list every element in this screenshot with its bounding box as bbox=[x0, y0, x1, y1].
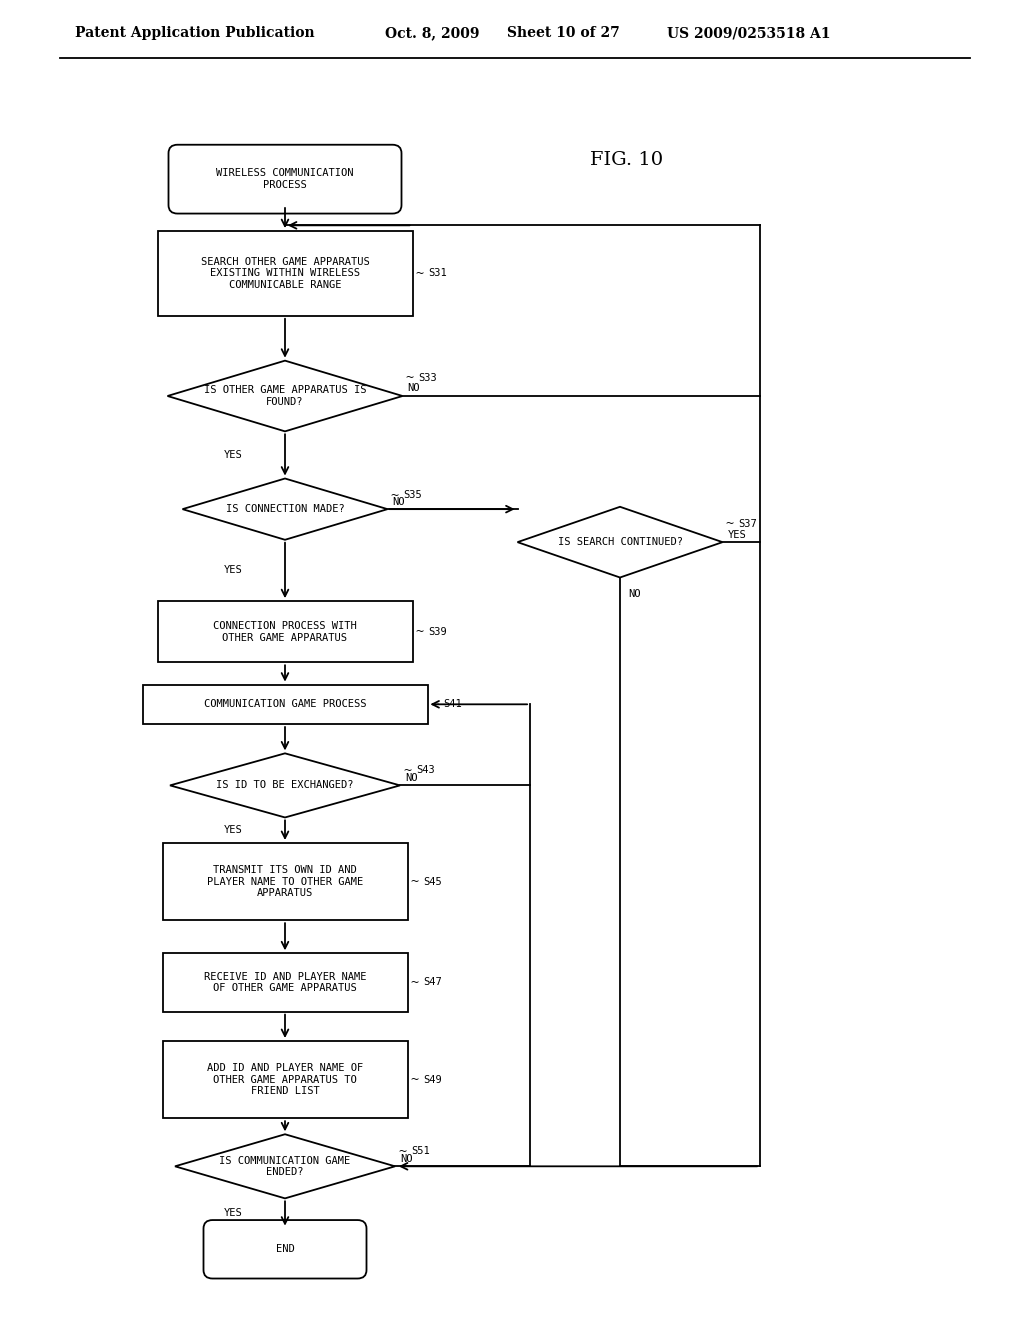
Text: YES: YES bbox=[224, 450, 243, 459]
Text: IS SEARCH CONTINUED?: IS SEARCH CONTINUED? bbox=[557, 537, 683, 548]
Text: Patent Application Publication: Patent Application Publication bbox=[75, 26, 314, 40]
Text: Oct. 8, 2009: Oct. 8, 2009 bbox=[385, 26, 479, 40]
Polygon shape bbox=[517, 507, 723, 578]
Bar bbox=[158, 601, 413, 663]
Text: S43: S43 bbox=[416, 766, 435, 775]
Bar bbox=[163, 843, 408, 920]
Text: IS COMMUNICATION GAME
ENDED?: IS COMMUNICATION GAME ENDED? bbox=[219, 1155, 350, 1177]
Text: Sheet 10 of 27: Sheet 10 of 27 bbox=[507, 26, 620, 40]
Text: ~: ~ bbox=[398, 1144, 406, 1158]
Bar bbox=[142, 685, 427, 725]
Text: YES: YES bbox=[727, 529, 746, 540]
Text: ~: ~ bbox=[725, 517, 733, 531]
Text: ~: ~ bbox=[403, 764, 411, 776]
FancyBboxPatch shape bbox=[169, 145, 401, 214]
Text: ~: ~ bbox=[406, 371, 414, 384]
Text: S49: S49 bbox=[424, 1074, 442, 1085]
Text: S31: S31 bbox=[428, 268, 447, 279]
Text: NO: NO bbox=[628, 590, 640, 599]
Text: IS ID TO BE EXCHANGED?: IS ID TO BE EXCHANGED? bbox=[216, 780, 353, 791]
Text: YES: YES bbox=[224, 825, 243, 836]
Bar bbox=[163, 953, 408, 1011]
Bar bbox=[158, 231, 413, 315]
Text: CONNECTION PROCESS WITH
OTHER GAME APPARATUS: CONNECTION PROCESS WITH OTHER GAME APPAR… bbox=[213, 620, 357, 643]
Text: ADD ID AND PLAYER NAME OF
OTHER GAME APPARATUS TO
FRIEND LIST: ADD ID AND PLAYER NAME OF OTHER GAME APP… bbox=[207, 1063, 364, 1096]
Text: NO: NO bbox=[408, 383, 420, 393]
Text: YES: YES bbox=[224, 1208, 243, 1218]
Text: S41: S41 bbox=[443, 700, 462, 709]
Text: ~: ~ bbox=[411, 875, 419, 888]
Text: IS CONNECTION MADE?: IS CONNECTION MADE? bbox=[225, 504, 344, 515]
Text: ~: ~ bbox=[416, 267, 424, 280]
Polygon shape bbox=[168, 360, 402, 432]
Polygon shape bbox=[170, 754, 400, 817]
Text: ~: ~ bbox=[390, 488, 398, 502]
Text: FIG. 10: FIG. 10 bbox=[590, 152, 664, 169]
Text: S51: S51 bbox=[411, 1146, 430, 1156]
Polygon shape bbox=[175, 1134, 395, 1199]
Text: YES: YES bbox=[224, 565, 243, 576]
Text: END: END bbox=[275, 1245, 294, 1254]
Text: WIRELESS COMMUNICATION
PROCESS: WIRELESS COMMUNICATION PROCESS bbox=[216, 169, 353, 190]
Text: RECEIVE ID AND PLAYER NAME
OF OTHER GAME APPARATUS: RECEIVE ID AND PLAYER NAME OF OTHER GAME… bbox=[204, 972, 367, 993]
FancyBboxPatch shape bbox=[204, 1220, 367, 1279]
Text: S47: S47 bbox=[424, 977, 442, 987]
Text: TRANSMIT ITS OWN ID AND
PLAYER NAME TO OTHER GAME
APPARATUS: TRANSMIT ITS OWN ID AND PLAYER NAME TO O… bbox=[207, 865, 364, 898]
Text: S33: S33 bbox=[419, 372, 437, 383]
Polygon shape bbox=[182, 479, 387, 540]
Text: ~: ~ bbox=[416, 626, 424, 638]
Text: ~: ~ bbox=[411, 1073, 419, 1086]
Text: NO: NO bbox=[392, 496, 406, 507]
Text: NO: NO bbox=[400, 1154, 413, 1164]
Text: S39: S39 bbox=[428, 627, 447, 636]
Text: S45: S45 bbox=[424, 876, 442, 887]
Text: ~: ~ bbox=[411, 975, 419, 989]
Text: SEARCH OTHER GAME APPARATUS
EXISTING WITHIN WIRELESS
COMMUNICABLE RANGE: SEARCH OTHER GAME APPARATUS EXISTING WIT… bbox=[201, 257, 370, 290]
Text: S35: S35 bbox=[403, 491, 422, 500]
Text: NO: NO bbox=[406, 772, 418, 783]
Text: COMMUNICATION GAME PROCESS: COMMUNICATION GAME PROCESS bbox=[204, 700, 367, 709]
Text: IS OTHER GAME APPARATUS IS
FOUND?: IS OTHER GAME APPARATUS IS FOUND? bbox=[204, 385, 367, 407]
Text: S37: S37 bbox=[738, 519, 758, 529]
Bar bbox=[163, 1041, 408, 1118]
Text: ~: ~ bbox=[430, 698, 438, 710]
Text: US 2009/0253518 A1: US 2009/0253518 A1 bbox=[667, 26, 830, 40]
